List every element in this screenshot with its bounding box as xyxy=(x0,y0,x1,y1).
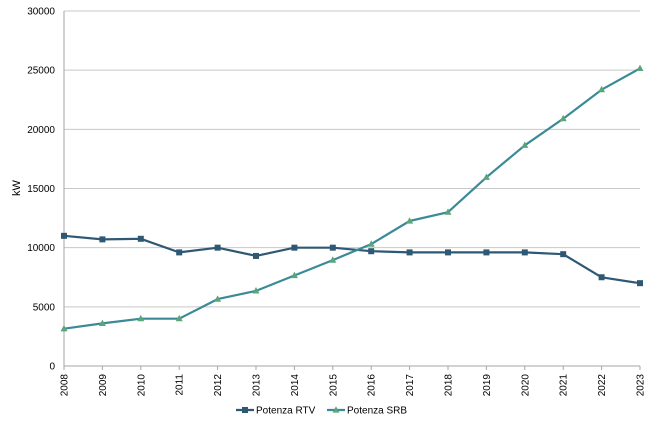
x-tick-label: 2014 xyxy=(290,374,301,397)
data-point xyxy=(175,314,183,322)
data-point xyxy=(445,249,451,256)
x-tick-label: 2023 xyxy=(636,374,647,397)
x-tick-label: 2012 xyxy=(213,374,224,397)
gridlines xyxy=(63,10,641,370)
y-tick-label: 20000 xyxy=(27,125,55,136)
legend-marker xyxy=(242,407,248,413)
data-point xyxy=(291,244,298,251)
y-tick-label: 15000 xyxy=(27,184,55,195)
y-axis-tick-labels: 0 5000 10000 15000 20000 25000 30000 xyxy=(27,7,55,373)
data-point xyxy=(253,252,259,259)
x-tick-label: 2010 xyxy=(136,374,147,397)
data-point xyxy=(636,64,644,71)
data-point xyxy=(252,287,260,294)
data-point xyxy=(98,319,106,326)
x-tick-label: 2011 xyxy=(175,374,186,396)
x-tick-label: 2018 xyxy=(444,374,455,397)
y-tick-label: 25000 xyxy=(27,66,55,77)
x-tick-label: 2022 xyxy=(597,374,608,397)
data-point xyxy=(290,271,298,279)
x-tick-label: 2015 xyxy=(328,374,339,397)
x-tick-label: 2013 xyxy=(252,374,263,397)
x-tick-label: 2019 xyxy=(482,374,493,397)
data-point xyxy=(137,314,145,322)
data-point xyxy=(521,141,529,148)
data-point xyxy=(61,232,67,239)
data-point xyxy=(598,85,606,93)
data-point xyxy=(559,114,567,122)
x-tick-label: 2020 xyxy=(520,374,531,397)
x-tick-label: 2008 xyxy=(60,374,71,397)
x-tick-label: 2021 xyxy=(559,374,570,397)
x-tick-label: 2016 xyxy=(367,374,378,397)
data-point xyxy=(60,324,68,332)
data-point xyxy=(406,217,414,224)
data-point xyxy=(483,249,490,256)
y-tick-label: 0 xyxy=(49,362,55,373)
data-point xyxy=(214,244,221,251)
data-point xyxy=(560,251,567,258)
data-point xyxy=(521,249,528,256)
legend: Potenza RTV Potenza SRB xyxy=(236,406,407,417)
data-point xyxy=(137,235,144,242)
data-point xyxy=(329,244,336,251)
legend-label: Potenza RTV xyxy=(256,406,316,417)
data-point xyxy=(176,249,183,256)
series-line-0 xyxy=(63,234,641,285)
x-tick-label: 2017 xyxy=(405,374,416,397)
x-axis-tick-labels: 2008 2009 2010 2011 2012 2013 2014 2015 2016 2017… xyxy=(60,374,647,397)
data-point xyxy=(482,173,490,180)
y-tick-label: 5000 xyxy=(33,302,56,313)
y-tick-label: 30000 xyxy=(27,7,55,18)
y-tick-label: 10000 xyxy=(27,243,55,254)
data-point xyxy=(368,248,375,255)
data-point xyxy=(444,208,452,215)
y-axis-title: kW xyxy=(11,179,23,196)
legend-label: Potenza SRB xyxy=(347,406,407,417)
data-point xyxy=(637,280,643,287)
data-point xyxy=(99,236,106,243)
x-tick-label: 2009 xyxy=(98,374,109,397)
data-point xyxy=(598,274,605,281)
series-line-1 xyxy=(63,67,641,330)
series-group xyxy=(60,64,644,332)
legend-marker xyxy=(332,406,340,413)
data-point xyxy=(214,295,222,302)
data-point xyxy=(329,256,337,263)
data-point xyxy=(406,249,413,256)
data-point xyxy=(367,240,375,247)
